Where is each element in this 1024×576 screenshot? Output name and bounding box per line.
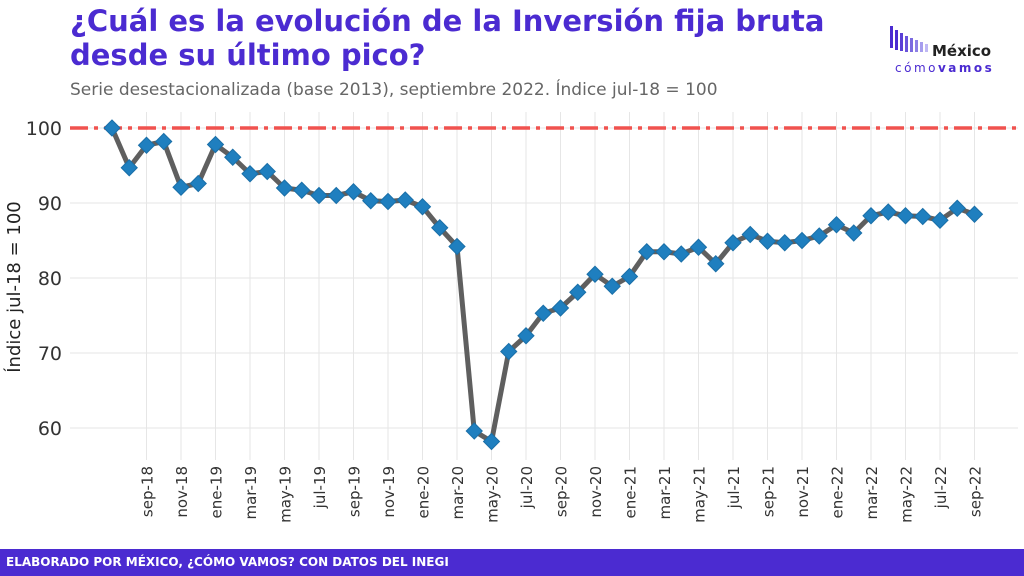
data-point — [224, 148, 242, 166]
data-point — [431, 219, 449, 237]
x-tick-label: nov-20 — [587, 466, 605, 518]
y-tick-label: 80 — [38, 268, 62, 290]
data-point — [793, 231, 811, 250]
data-point — [155, 132, 173, 151]
x-tick-label: mar-19 — [242, 466, 260, 520]
data-point — [586, 265, 604, 283]
line-chart: 60 70 80 90 100 sep-18 nov-18 ene-19 mar-19 may-1… — [3, 112, 1018, 523]
data-point — [965, 205, 984, 223]
data-point — [707, 255, 725, 273]
x-tick-label: mar-21 — [656, 466, 674, 520]
x-tick-label: sep-22 — [967, 466, 985, 517]
data-point — [879, 203, 897, 221]
data-point — [810, 227, 828, 245]
y-tick-label: 60 — [38, 418, 62, 440]
x-tick-label: nov-21 — [794, 466, 812, 518]
data-point — [776, 234, 794, 252]
x-tick-label: may-20 — [484, 466, 502, 523]
bars-logo-icon — [890, 26, 928, 52]
x-tick-label: sep-20 — [553, 466, 571, 517]
x-tick-label: may-21 — [691, 466, 709, 523]
x-tick-label: ene-21 — [622, 466, 640, 518]
x-tick-label: ene-19 — [208, 466, 226, 518]
data-point — [551, 299, 570, 317]
data-point — [603, 277, 621, 295]
y-tick-label: 90 — [38, 193, 62, 215]
x-tick-label: ene-22 — [829, 466, 847, 518]
data-point — [845, 224, 863, 242]
data-point — [534, 304, 552, 322]
data-point — [206, 135, 225, 154]
logo-word: México — [932, 42, 992, 60]
data-point — [258, 162, 276, 181]
x-tick-label: may-22 — [898, 466, 916, 523]
data-point — [310, 186, 328, 205]
data-point — [862, 207, 880, 225]
data-point — [396, 191, 414, 209]
x-tick-label: nov-18 — [173, 466, 191, 518]
mexico-como-vamos-logo: México cómovamos — [888, 20, 1008, 90]
x-tick-label: nov-19 — [380, 466, 398, 518]
data-point — [914, 207, 932, 226]
data-point — [344, 183, 363, 201]
x-tick-label: mar-22 — [863, 466, 881, 520]
x-tick-label: mar-20 — [449, 466, 467, 520]
data-point — [275, 179, 294, 197]
page-title: ¿Cuál es la evolución de la Inversión fi… — [70, 4, 825, 72]
footer-credit: ELABORADO POR MÉXICO, ¿CÓMO VAMOS? CON D… — [6, 555, 449, 569]
x-tick-label: may-19 — [277, 466, 295, 523]
data-point — [517, 327, 535, 345]
data-point — [172, 178, 190, 196]
x-tick-label: jul-19 — [311, 466, 329, 509]
data-point — [896, 207, 915, 225]
series-line — [109, 125, 977, 444]
footer-bar: ELABORADO POR MÉXICO, ¿CÓMO VAMOS? CON D… — [0, 549, 1024, 576]
y-axis-label: Índice jul-18 = 100 — [3, 201, 25, 373]
data-point — [689, 238, 708, 256]
data-point — [620, 267, 639, 286]
data-point — [655, 243, 673, 261]
data-point — [931, 211, 949, 229]
x-tick-label: sep-21 — [760, 466, 778, 517]
data-point — [758, 232, 777, 250]
x-tick-label: jul-20 — [518, 466, 536, 509]
y-tick-label: 100 — [26, 118, 62, 140]
y-tick-label: 70 — [38, 343, 62, 365]
data-point — [327, 186, 345, 205]
data-point — [948, 199, 966, 217]
x-tick-label: sep-19 — [346, 466, 364, 517]
data-point — [638, 243, 656, 261]
data-point — [189, 174, 207, 193]
data-point — [724, 234, 742, 252]
logo-subtitle: cómovamos — [895, 61, 995, 75]
x-tick-label: jul-22 — [932, 466, 950, 509]
data-point — [827, 216, 846, 234]
x-tick-label: ene-20 — [415, 466, 433, 518]
data-point — [500, 342, 518, 361]
x-tick-label: sep-18 — [139, 466, 157, 517]
x-tick-label: jul-21 — [725, 466, 743, 509]
data-point — [379, 192, 397, 211]
data-point — [362, 192, 380, 210]
data-point — [120, 159, 138, 177]
data-point — [448, 237, 466, 256]
data-point — [569, 283, 587, 301]
data-point — [293, 181, 311, 199]
data-point — [241, 165, 259, 183]
data-point — [672, 245, 690, 263]
data-point — [103, 119, 121, 137]
page-subtitle: Serie desestacionalizada (base 2013), se… — [70, 80, 718, 100]
data-point — [465, 422, 483, 440]
data-point — [137, 136, 156, 154]
data-point — [482, 432, 501, 451]
data-point — [413, 198, 432, 216]
data-point — [741, 225, 759, 244]
